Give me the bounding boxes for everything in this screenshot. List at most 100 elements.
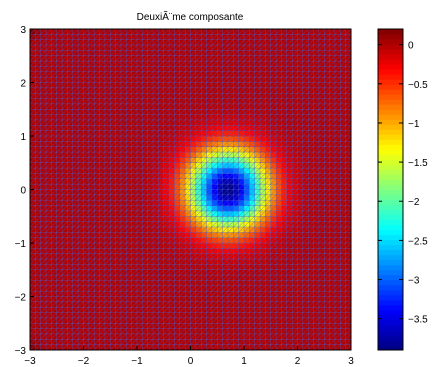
heatmap-cell <box>174 98 181 105</box>
heatmap-cell <box>78 136 84 142</box>
heatmap-cell <box>131 264 138 271</box>
heatmap-cell <box>313 29 320 35</box>
heatmap-cell <box>131 45 138 51</box>
heatmap-cell <box>142 248 149 255</box>
heatmap-cell <box>195 323 202 329</box>
heatmap-cell <box>340 109 347 115</box>
heatmap-cell <box>185 45 191 51</box>
heatmap-cell <box>35 50 42 57</box>
heatmap-cell <box>222 45 229 51</box>
heatmap-cell <box>244 344 250 351</box>
heatmap-cell <box>270 323 277 329</box>
heatmap-cell <box>94 275 100 281</box>
heatmap-cell <box>297 323 304 329</box>
colorbar-segment <box>378 259 403 266</box>
heatmap-cell <box>174 226 181 233</box>
heatmap-cell <box>126 130 133 137</box>
colorbar-segment <box>378 139 403 145</box>
heatmap-cell <box>126 333 133 340</box>
heatmap-cell <box>185 82 191 89</box>
heatmap-cell <box>292 162 298 169</box>
heatmap-cell <box>345 55 352 62</box>
heatmap-cell <box>104 333 111 340</box>
heatmap-cell <box>94 77 100 83</box>
heatmap-cell <box>270 157 277 164</box>
heatmap-cell <box>30 333 36 340</box>
heatmap-cell <box>222 323 229 329</box>
heatmap-cell <box>313 77 320 83</box>
colorbar-tick-label: −3.5 <box>408 315 428 326</box>
heatmap-cell <box>190 259 197 265</box>
heatmap-cell <box>142 114 149 121</box>
heatmap-cell <box>110 173 116 180</box>
heatmap-cell <box>51 45 58 51</box>
heatmap-cell <box>281 280 288 287</box>
heatmap-cell <box>313 152 320 158</box>
heatmap-cell <box>206 189 213 196</box>
heatmap-cell <box>211 259 218 265</box>
heatmap-cell <box>99 210 106 217</box>
heatmap-cell <box>142 173 149 180</box>
heatmap-cell <box>137 205 143 212</box>
heatmap-cell <box>104 344 111 351</box>
heatmap-cell <box>153 61 159 67</box>
heatmap-cell <box>276 189 282 196</box>
heatmap-cell <box>211 216 218 222</box>
heatmap-cell <box>222 178 229 185</box>
heatmap-cell <box>88 205 95 212</box>
heatmap-cell <box>334 243 341 249</box>
heatmap-cell <box>51 125 58 132</box>
heatmap-cell <box>345 259 352 265</box>
heatmap-cell <box>51 39 58 46</box>
heatmap-cell <box>270 45 277 51</box>
heatmap-cell <box>211 221 218 228</box>
heatmap-cell <box>308 264 314 271</box>
heatmap-cell <box>51 312 58 319</box>
heatmap-cell <box>286 296 293 303</box>
heatmap-cell <box>163 71 170 78</box>
heatmap-cell <box>244 93 250 99</box>
heatmap-cell <box>190 344 197 351</box>
heatmap-cell <box>211 194 218 201</box>
heatmap-cell <box>153 280 159 287</box>
heatmap-cell <box>211 45 218 51</box>
heatmap-cell <box>233 275 240 281</box>
heatmap-cell <box>217 162 223 169</box>
heatmap-cell <box>153 184 159 190</box>
heatmap-cell <box>115 184 122 190</box>
heatmap-cell <box>324 194 330 201</box>
heatmap-cell <box>78 333 84 340</box>
heatmap-cell <box>276 237 282 244</box>
heatmap-cell <box>163 109 170 115</box>
heatmap-cell <box>163 269 170 276</box>
heatmap-cell <box>292 248 298 255</box>
heatmap-cell <box>190 275 197 281</box>
heatmap-cell <box>286 82 293 89</box>
heatmap-cell <box>276 136 282 142</box>
heatmap-cell <box>302 93 309 99</box>
heatmap-cell <box>201 253 207 260</box>
heatmap-cell <box>254 98 261 105</box>
heatmap-cell <box>334 162 341 169</box>
heatmap-cell <box>120 232 127 239</box>
heatmap-cell <box>260 216 266 222</box>
heatmap-cell <box>217 248 223 255</box>
heatmap-cell <box>158 333 165 340</box>
heatmap-cell <box>67 130 74 137</box>
heatmap-cell <box>308 339 314 346</box>
heatmap-cell <box>206 34 213 41</box>
colorbar-segment <box>378 219 403 226</box>
heatmap-cell <box>190 82 197 89</box>
heatmap-cell <box>46 210 52 217</box>
heatmap-cell <box>67 221 74 228</box>
heatmap-cell <box>233 50 240 57</box>
heatmap-cell <box>67 184 74 190</box>
colorbar-segment <box>378 129 403 135</box>
heatmap-cell <box>281 285 288 292</box>
heatmap-cell <box>190 333 197 340</box>
heatmap-cell <box>190 93 197 99</box>
heatmap-cell <box>174 232 181 239</box>
heatmap-cell <box>137 226 143 233</box>
heatmap-cell <box>340 226 347 233</box>
heatmap-cell <box>110 253 116 260</box>
